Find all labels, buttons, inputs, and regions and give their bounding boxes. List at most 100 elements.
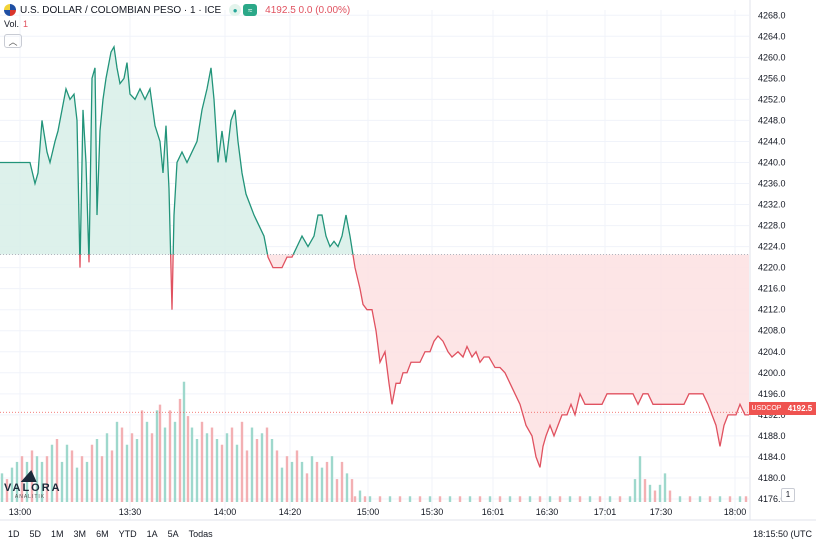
range-5a[interactable]: 5A	[167, 529, 179, 539]
y-tick-label: 4208.0	[758, 326, 786, 336]
volume-bar	[215, 439, 219, 502]
volume-bar	[35, 456, 39, 502]
volume-bar	[30, 450, 34, 502]
volume-bar	[708, 496, 712, 502]
y-tick-label: 4176.0	[758, 494, 786, 504]
volume-bar	[290, 461, 294, 502]
volume-bar	[598, 496, 602, 502]
range-3m[interactable]: 3M	[73, 529, 87, 539]
volume-bar	[55, 439, 59, 502]
volume-bar	[353, 496, 357, 502]
volume-bar	[508, 496, 512, 502]
volume-bar	[40, 461, 44, 502]
x-tick-label: 15:00	[357, 507, 380, 517]
volume-bar	[25, 461, 29, 502]
axis-scale-button[interactable]: 1	[781, 488, 795, 502]
volume-bar	[663, 473, 667, 502]
y-tick-label: 4196.0	[758, 389, 786, 399]
area-fill-down	[0, 254, 749, 468]
range-1a[interactable]: 1A	[146, 529, 158, 539]
range-1d[interactable]: 1D	[8, 529, 20, 539]
volume-bar	[225, 433, 229, 502]
volume-bar	[498, 496, 502, 502]
volume-bar	[458, 496, 462, 502]
volume-bar	[558, 496, 562, 502]
volume-bar	[538, 496, 542, 502]
volume-bar	[688, 496, 692, 502]
volume-bar	[588, 496, 592, 502]
volume-bar	[260, 433, 264, 502]
x-tick-label: 13:00	[9, 507, 32, 517]
volume-bar	[363, 496, 367, 502]
volume-bar	[163, 427, 167, 502]
volume-bar	[182, 381, 186, 502]
volume-bar	[368, 496, 372, 502]
range-6m[interactable]: 6M	[96, 529, 109, 539]
y-tick-label: 4244.0	[758, 136, 786, 146]
dot-icon[interactable]: ●	[229, 4, 242, 16]
volume-bar	[330, 456, 334, 502]
volume-bar	[50, 444, 54, 502]
range-5d[interactable]: 5D	[29, 529, 42, 539]
x-tick-label: 17:30	[650, 507, 673, 517]
volume-bar	[173, 421, 177, 502]
y-tick-label: 4232.0	[758, 200, 786, 210]
y-tick-label: 4204.0	[758, 347, 786, 357]
volume-bar	[618, 496, 622, 502]
y-tick-label: 4252.0	[758, 94, 786, 104]
range-todas[interactable]: Todas	[188, 529, 213, 539]
price-line-down	[79, 254, 749, 468]
volume-bar	[195, 439, 199, 502]
volume-bar	[305, 473, 309, 502]
y-tick-label: 4180.0	[758, 473, 786, 483]
volume-bar	[345, 473, 349, 502]
volume-bar	[608, 496, 612, 502]
volume-label: Vol.	[4, 19, 20, 29]
symbol-title: U.S. DOLLAR / COLOMBIAN PESO · 1 · ICE	[20, 4, 222, 16]
y-tick-label: 4264.0	[758, 31, 786, 41]
volume-bar	[744, 496, 748, 502]
volume-bar	[568, 496, 572, 502]
x-tick-label: 14:00	[214, 507, 237, 517]
volume-bar	[200, 421, 204, 502]
volume-bar	[315, 461, 319, 502]
volume-bar	[548, 496, 552, 502]
volume-bar	[205, 433, 209, 502]
volume-bar	[633, 479, 637, 502]
volume-bar	[5, 479, 9, 502]
volume-bar	[418, 496, 422, 502]
volume-bar	[698, 496, 702, 502]
volume-bar	[150, 433, 154, 502]
volume-bar	[110, 450, 114, 502]
logo-mark-icon	[20, 470, 40, 482]
volume-bar	[120, 427, 124, 502]
chevron-up-icon[interactable]: ︿	[4, 34, 22, 48]
volume-bar	[295, 450, 299, 502]
volume-bar	[186, 416, 190, 502]
volume-bar	[718, 496, 722, 502]
y-tick-label: 4260.0	[758, 52, 786, 62]
volume-bar	[468, 496, 472, 502]
volume-bar	[100, 456, 104, 502]
chart-header: U.S. DOLLAR / COLOMBIAN PESO · 1 · ICE ●…	[4, 3, 350, 17]
y-tick-label: 4248.0	[758, 115, 786, 125]
volume-bar	[20, 456, 24, 502]
y-tick-label: 4236.0	[758, 179, 786, 189]
volume-bar	[230, 427, 234, 502]
y-tick-label: 4216.0	[758, 284, 786, 294]
volume-bar	[15, 461, 19, 502]
range-1m[interactable]: 1M	[51, 529, 64, 539]
price-line-up	[0, 44, 354, 255]
volume-bar	[285, 456, 289, 502]
volume-legend: Vol. 1	[4, 19, 28, 29]
volume-bar	[270, 439, 274, 502]
approx-icon[interactable]: ≈	[243, 4, 258, 16]
y-tick-label: 4200.0	[758, 368, 786, 378]
range-selector: 1D 5D 1M 3M 6M YTD 1A 5A Todas	[8, 529, 213, 539]
volume-bar	[280, 467, 284, 502]
volume-bar	[250, 427, 254, 502]
volume-bar	[728, 496, 732, 502]
volume-bar	[220, 444, 224, 502]
range-ytd[interactable]: YTD	[118, 529, 137, 539]
